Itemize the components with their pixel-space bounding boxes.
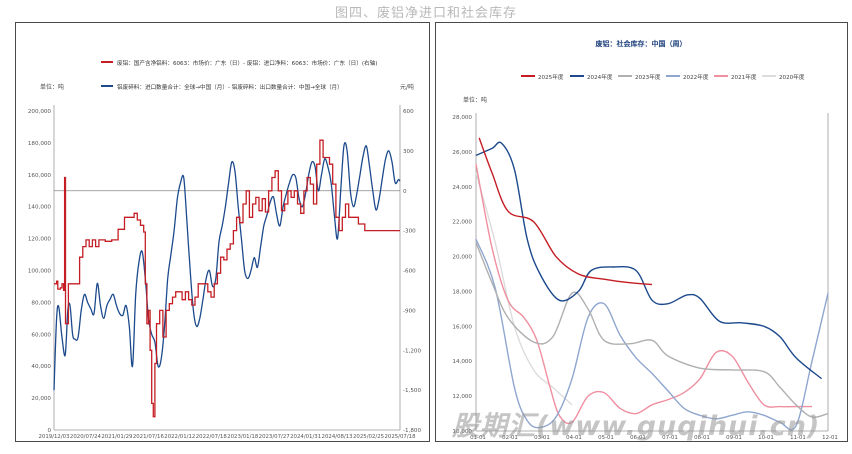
y-tick-label: 14,000	[452, 359, 472, 365]
left-y-tick-label: 40,000	[31, 364, 51, 370]
x-tick-label: 09-01	[726, 435, 742, 441]
series-line	[475, 163, 812, 425]
series-line	[475, 242, 829, 419]
x-tick-label: 2022/07/18	[196, 434, 228, 440]
left-y-tick-label: 180,000	[28, 141, 52, 147]
legend-label: 2022年度	[683, 73, 709, 81]
legend-label: 2020年度	[779, 73, 805, 81]
right-y-tick-label: 600	[403, 109, 414, 115]
right-chart: 废铝：社会库存：中国（周） 2025年度 2024年度 2023年度 2022年度 202…	[452, 39, 838, 441]
right-y-tick-label: 0	[403, 189, 407, 195]
x-tick-label: 06-01	[630, 435, 646, 441]
y-tick-label: 20,000	[452, 255, 472, 261]
y-axis-unit: 单位：吨	[463, 96, 487, 104]
y-tick-label: 18,000	[452, 289, 472, 295]
legend-label: 2024年度	[587, 73, 613, 81]
left-y-tick-label: 0	[47, 428, 51, 434]
right-y-tick-label: -300	[403, 229, 416, 235]
x-tick-label: 2019/12/03	[38, 434, 69, 440]
series-line	[478, 137, 653, 286]
right-y-tick-label: -1,800	[403, 428, 421, 434]
left-y-tick-label: 20,000	[31, 396, 51, 402]
x-tick-label: 07-01	[662, 435, 678, 441]
y-tick-label: 28,000	[452, 115, 472, 121]
legend-label-red: 废铝：国产含净铝料：6063：市场价：广东（日）- 废铝：进口净料：6063：市…	[117, 59, 377, 67]
series-line	[475, 238, 829, 431]
x-tick-label: 05-01	[598, 435, 614, 441]
x-tick-label: 10-01	[758, 435, 774, 441]
legend-label: 2021年度	[731, 73, 757, 81]
series-line	[475, 141, 823, 380]
series-line-import-export-volume	[53, 142, 401, 391]
x-tick-label: 2021/01/29	[101, 434, 133, 440]
x-tick-label: 2024/01/31	[290, 434, 321, 440]
left-y-tick-label: 60,000	[31, 332, 51, 338]
left-y-tick-label: 200,000	[28, 109, 52, 115]
x-tick-label: 2022/01/12	[164, 434, 195, 440]
right-y-tick-label: -1,500	[403, 388, 421, 394]
x-tick-label: 2025/07/18	[384, 434, 416, 440]
x-tick-label: 2023/01/18	[227, 434, 259, 440]
x-tick-label: 08-01	[694, 435, 710, 441]
left-y-tick-label: 140,000	[28, 205, 52, 211]
x-tick-label: 2025/02/25	[353, 434, 384, 440]
chart-title: 废铝：社会库存：中国（周）	[596, 39, 687, 48]
left-axis-unit: 单位：吨	[40, 83, 64, 91]
series-line-price-spread	[54, 139, 400, 418]
left-y-tick-label: 80,000	[31, 300, 51, 306]
x-tick-label: 11-01	[790, 435, 806, 441]
x-tick-label: 2020/07/24	[70, 434, 102, 440]
watermark-text: 股期汇(www.guqihui.cn)	[452, 411, 821, 442]
left-y-tick-label: 100,000	[28, 269, 52, 275]
right-y-tick-label: 300	[403, 149, 414, 155]
right-y-tick-label: -900	[403, 308, 416, 314]
y-tick-label: 22,000	[452, 220, 472, 226]
series-line	[475, 172, 573, 406]
right-y-tick-label: -1,200	[403, 348, 421, 354]
left-y-tick-label: 120,000	[28, 237, 52, 243]
right-chart-panel: 废铝：社会库存：中国（周） 2025年度 2024年度 2023年度 2022年度 202…	[435, 22, 848, 442]
left-chart-panel: 废铝：国产含净铝料：6063：市场价：广东（日）- 废铝：进口净料：6063：市…	[15, 22, 430, 442]
y-tick-label: 16,000	[452, 324, 472, 330]
x-tick-label: 12-01	[822, 435, 838, 441]
y-tick-label: 10,000	[452, 429, 472, 435]
x-tick-label: 04-01	[566, 435, 582, 441]
x-tick-label: 2024/08/13	[322, 434, 353, 440]
left-y-tick-label: 160,000	[28, 173, 52, 179]
x-tick-label: 2023/07/27	[259, 434, 290, 440]
y-tick-label: 24,000	[452, 185, 472, 191]
left-chart: 废铝：国产含净铝料：6063：市场价：广东（日）- 废铝：进口净料：6063：市…	[28, 59, 422, 440]
x-tick-label: 02-01	[502, 435, 518, 441]
y-tick-label: 12,000	[452, 394, 472, 400]
legend-label: 2025年度	[538, 73, 564, 81]
right-axis-unit: 元/吨	[400, 83, 414, 91]
legend-label: 2023年度	[635, 73, 661, 81]
x-tick-label: 01-01	[470, 435, 486, 441]
x-tick-label: 03-01	[534, 435, 550, 441]
legend-label-blue: 铝废碎料：进口数量合计：全球→中国（月）- 铝废碎料：出口数量合计：中国→全球（…	[117, 83, 343, 91]
right-y-tick-label: -600	[403, 269, 416, 275]
x-tick-label: 2021/07/16	[133, 434, 165, 440]
figure-title: 图四、废铝净进口和社会库存	[334, 6, 517, 21]
y-tick-label: 26,000	[452, 150, 472, 156]
